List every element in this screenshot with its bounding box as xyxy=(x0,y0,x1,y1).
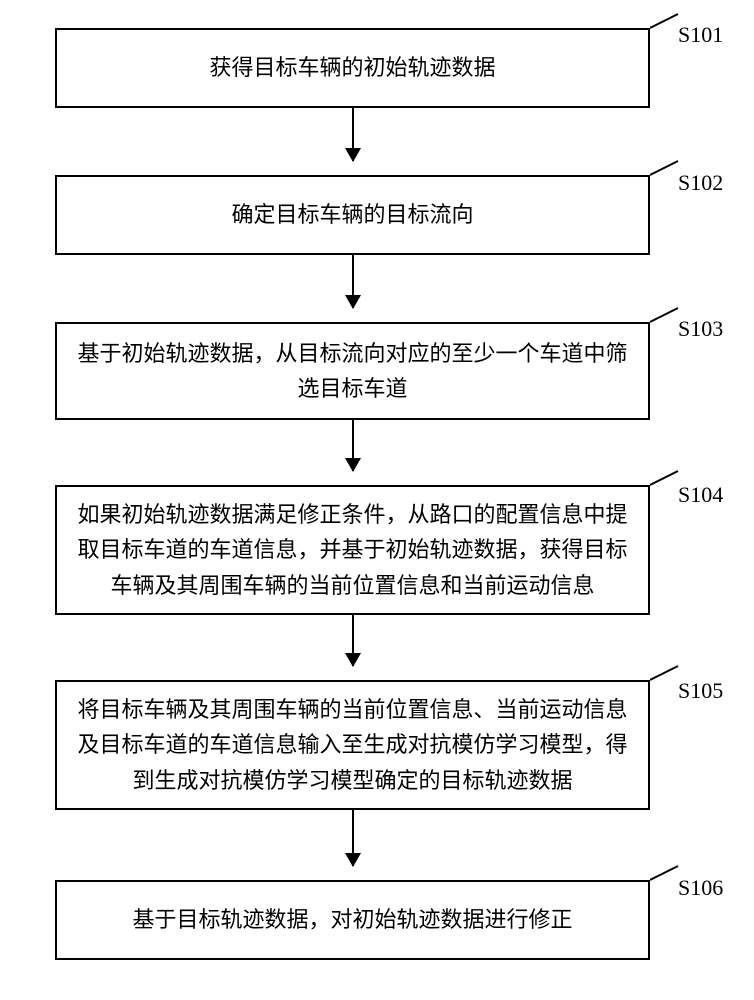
step-text: 基于目标轨迹数据，对初始轨迹数据进行修正 xyxy=(132,902,572,937)
step-box-s105: 将目标车辆及其周围车辆的当前位置信息、当前运动信息及目标车道的车道信息输入至生成… xyxy=(55,680,650,810)
arrow-5 xyxy=(352,810,354,866)
label-connector xyxy=(650,302,680,342)
step-label-s104: S104 xyxy=(678,482,723,508)
step-box-s101: 获得目标车辆的初始轨迹数据 xyxy=(55,28,650,108)
step-box-s103: 基于初始轨迹数据，从目标流向对应的至少一个车道中筛选目标车道 xyxy=(55,322,650,420)
step-text: 确定目标车辆的目标流向 xyxy=(231,197,473,232)
step-label-s102: S102 xyxy=(678,170,723,196)
step-box-s102: 确定目标车辆的目标流向 xyxy=(55,175,650,255)
step-text: 获得目标车辆的初始轨迹数据 xyxy=(209,50,495,85)
label-connector xyxy=(650,860,680,900)
step-label-s103: S103 xyxy=(678,316,723,342)
flowchart-canvas: 获得目标车辆的初始轨迹数据 S101 确定目标车辆的目标流向 S102 基于初始轨迹数据… xyxy=(0,0,754,1000)
arrow-1 xyxy=(352,108,354,161)
step-label-s105: S105 xyxy=(678,678,723,704)
step-text: 如果初始轨迹数据满足修正条件，从路口的配置信息中提取目标车道的车道信息，并基于初… xyxy=(77,497,628,603)
step-label-s106: S106 xyxy=(678,875,723,901)
label-connector xyxy=(650,155,680,195)
arrow-2 xyxy=(352,255,354,308)
label-connector xyxy=(650,660,680,700)
step-box-s106: 基于目标轨迹数据，对初始轨迹数据进行修正 xyxy=(55,880,650,960)
arrow-3 xyxy=(352,420,354,471)
step-box-s104: 如果初始轨迹数据满足修正条件，从路口的配置信息中提取目标车道的车道信息，并基于初… xyxy=(55,485,650,615)
label-connector xyxy=(650,8,680,48)
step-text: 基于初始轨迹数据，从目标流向对应的至少一个车道中筛选目标车道 xyxy=(77,336,628,406)
step-label-s101: S101 xyxy=(678,22,723,48)
arrow-4 xyxy=(352,615,354,666)
label-connector xyxy=(650,465,680,505)
step-text: 将目标车辆及其周围车辆的当前位置信息、当前运动信息及目标车道的车道信息输入至生成… xyxy=(77,692,628,798)
